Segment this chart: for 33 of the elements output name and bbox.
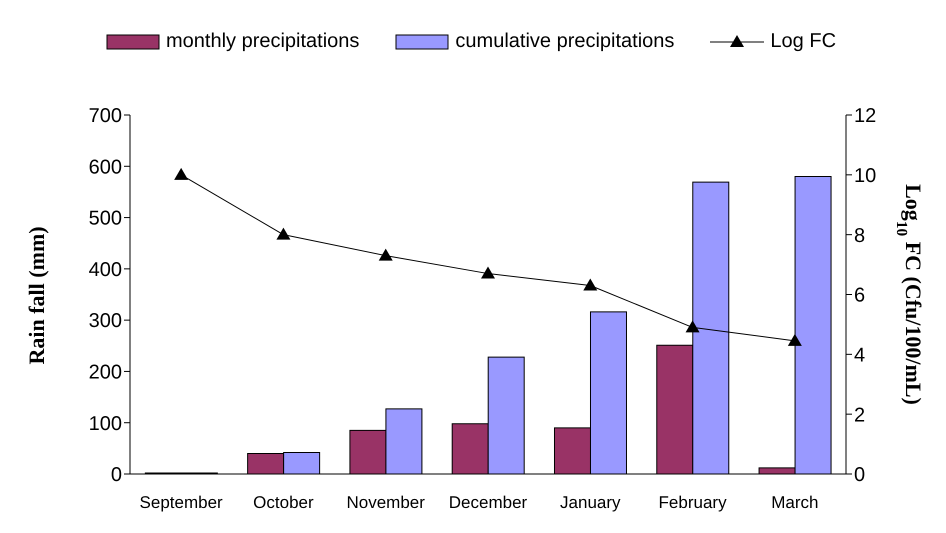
x-tick-label: November <box>346 493 426 512</box>
y-tick-label: 300 <box>88 310 122 332</box>
y2-tick-label: 4 <box>854 344 866 366</box>
y-tick-label: 600 <box>88 156 122 178</box>
y-tick-label: 700 <box>88 105 122 128</box>
legend-label: Log FC <box>770 30 836 53</box>
point <box>276 228 290 240</box>
y2-tick-label: 6 <box>854 284 866 307</box>
y-axis-title: Rain fall (mm) <box>24 226 49 364</box>
y-tick-label: 200 <box>88 362 122 384</box>
y-tick-label: 0 <box>110 464 122 486</box>
x-tick-label: February <box>658 493 728 512</box>
y2-tick-label: 10 <box>854 164 876 187</box>
point <box>174 168 188 180</box>
y2-tick-label: 8 <box>854 224 866 247</box>
y2-tick-label: 12 <box>854 105 876 128</box>
y-tick-label: 100 <box>88 412 122 435</box>
legend-label: cumulative precipitations <box>455 30 674 53</box>
x-tick-label: September <box>140 493 224 512</box>
y-tick-label: 400 <box>88 258 122 281</box>
y2-tick-label: 0 <box>854 464 866 486</box>
x-tick-label: January <box>560 493 622 512</box>
y-tick-label: 500 <box>88 208 122 230</box>
y2-tick-label: 2 <box>854 404 866 426</box>
x-tick-label: October <box>253 493 314 512</box>
point <box>481 266 495 279</box>
point <box>583 278 598 291</box>
x-tick-label: March <box>771 493 818 512</box>
point <box>788 334 802 346</box>
point <box>686 320 700 332</box>
legend-label: monthly precipitations <box>166 30 360 53</box>
x-tick-label: December <box>448 493 528 512</box>
point <box>378 248 393 261</box>
